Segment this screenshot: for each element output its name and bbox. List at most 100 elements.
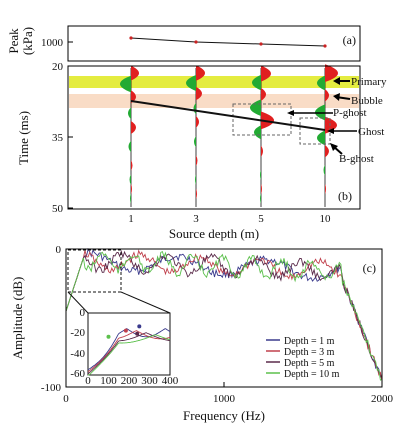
primary-annotation: Primary bbox=[351, 76, 387, 88]
trace-negative-lobe bbox=[128, 140, 131, 153]
p-ghost-annotation: P-ghost bbox=[333, 107, 367, 119]
trace-positive-lobe bbox=[196, 188, 197, 200]
ghost-arrowhead bbox=[327, 128, 334, 134]
trace-negative-lobe bbox=[194, 136, 196, 148]
bubble-annotation: Bubble bbox=[351, 95, 383, 107]
spectra-lines bbox=[65, 247, 383, 381]
trace-positive-lobe bbox=[131, 90, 136, 104]
panel-a: 1000 Peak (kPa) (a) bbox=[6, 25, 361, 62]
panel-b-ytick-20: 20 bbox=[52, 61, 64, 73]
trace-negative-lobe bbox=[120, 75, 131, 93]
peak-point bbox=[259, 42, 263, 46]
panel-c-xtick-1000: 1000 bbox=[213, 393, 236, 405]
trace-positive-lobe bbox=[325, 64, 338, 82]
trace-negative-lobe bbox=[186, 75, 196, 91]
bubble-arrowhead bbox=[333, 93, 340, 101]
trace-negative-lobe bbox=[260, 193, 261, 204]
legend-label: Depth = 1 m bbox=[284, 336, 335, 347]
trace-positive-lobe bbox=[325, 145, 329, 158]
trace-positive-lobe bbox=[261, 183, 262, 195]
inset-ytick-0: 0 bbox=[80, 307, 86, 319]
inset-notch-marker bbox=[106, 334, 111, 339]
panel-c-xtick-0: 0 bbox=[63, 393, 69, 405]
legend-label: Depth = 3 m bbox=[284, 347, 335, 358]
p-ghost-box bbox=[232, 103, 292, 136]
inset-xtick-200: 200 bbox=[121, 375, 138, 387]
panel-b-tag: (b) bbox=[338, 189, 352, 203]
panel-b-ytick-50: 50 bbox=[52, 203, 64, 215]
panel-c-yticks: 0 -100 bbox=[41, 244, 71, 394]
trace-negative-lobe bbox=[317, 130, 325, 146]
panel-b-annotations: Primary Bubble P-ghost Ghost B-ghost bbox=[287, 76, 387, 165]
trace-positive-lobe bbox=[196, 86, 202, 101]
panel-b-xtick-10: 10 bbox=[320, 213, 332, 225]
trace-positive-lobe bbox=[325, 183, 326, 195]
panel-a-ytick: 1000 bbox=[41, 37, 73, 49]
trace-positive-lobe bbox=[131, 160, 133, 171]
panel-c-ytick-minus100: -100 bbox=[41, 382, 62, 394]
inset-lines bbox=[87, 324, 171, 376]
inset-xtick-0: 0 bbox=[85, 375, 91, 387]
panel-b-xtick-5: 5 bbox=[258, 213, 264, 225]
panel-b-ylabel: Time (ms) bbox=[16, 111, 31, 165]
trace-negative-lobe bbox=[128, 107, 131, 120]
b-ghost-annotation: B-ghost bbox=[339, 153, 374, 165]
inset: 0 -20 -40 -60 0 100 200 300 400 bbox=[70, 307, 178, 387]
zoom-connector-right bbox=[120, 291, 171, 314]
trace-positive-lobe bbox=[196, 65, 205, 81]
b-ghost-arrowhead bbox=[330, 143, 338, 151]
inset-ytick-20: -20 bbox=[70, 327, 85, 339]
trace-positive-lobe bbox=[325, 89, 329, 102]
panel-a-ylabel-line2: (kPa) bbox=[20, 27, 35, 55]
trace-positive-lobe bbox=[131, 65, 139, 81]
inset-line bbox=[88, 334, 171, 376]
panel-b: 20 35 50 Time (ms) 1 3 5 10 Source depth… bbox=[16, 61, 387, 241]
p-ghost-arrowhead bbox=[287, 110, 294, 116]
inset-line bbox=[87, 332, 171, 375]
panel-c-ytick-0: 0 bbox=[56, 244, 62, 256]
inset-notch-marker bbox=[135, 331, 140, 336]
panel-c-tag: (c) bbox=[363, 261, 376, 275]
zoom-connector-left bbox=[67, 291, 89, 314]
legend-label: Depth = 10 m bbox=[284, 369, 340, 380]
ghost-annotation: Ghost bbox=[358, 126, 384, 138]
inset-xtick-400: 400 bbox=[162, 375, 179, 387]
panel-a-ylabel-line1: Peak bbox=[6, 28, 21, 54]
panel-c-ylabel: Amplitude (dB) bbox=[10, 277, 25, 360]
inset-ytick-40: -40 bbox=[70, 348, 85, 360]
panel-c-xtick-2000: 2000 bbox=[371, 393, 394, 405]
trace-negative-lobe bbox=[252, 74, 261, 91]
bubble-band bbox=[69, 94, 359, 108]
spectrum-line bbox=[65, 250, 383, 381]
inset-ytick-60: -60 bbox=[70, 368, 85, 380]
legend-label: Depth = 5 m bbox=[284, 358, 335, 369]
spectrum-line bbox=[65, 249, 383, 381]
panel-b-yticks: 20 35 50 bbox=[52, 61, 73, 215]
trace-negative-lobe bbox=[260, 169, 261, 181]
seismic-traces bbox=[120, 64, 338, 207]
panel-b-xtick-3: 3 bbox=[193, 213, 199, 225]
panel-a-frame bbox=[67, 25, 361, 62]
trace-negative-lobe bbox=[195, 174, 196, 185]
inset-xticks: 0 100 200 300 400 bbox=[85, 375, 179, 387]
trace-negative-lobe bbox=[323, 164, 325, 176]
inset-xtick-300: 300 bbox=[141, 375, 158, 387]
trace-negative-lobe bbox=[254, 125, 261, 140]
panel-b-ytick-35: 35 bbox=[52, 132, 64, 144]
trace-positive-lobe bbox=[261, 145, 263, 157]
peak-point bbox=[323, 44, 327, 48]
trace-positive-lobe bbox=[196, 116, 199, 128]
peak-series-points bbox=[129, 36, 327, 48]
trace-negative-lobe bbox=[317, 75, 325, 91]
zoom-box bbox=[67, 249, 122, 293]
inset-frame bbox=[87, 312, 171, 376]
panel-b-xticks: 1 3 5 10 bbox=[128, 213, 331, 225]
inset-xtick-100: 100 bbox=[100, 375, 117, 387]
trace-negative-lobe bbox=[129, 174, 131, 185]
inset-yticks: 0 -20 -40 -60 bbox=[70, 307, 85, 380]
panel-b-xtick-1: 1 bbox=[128, 213, 134, 225]
panel-c-xlabel: Frequency (Hz) bbox=[183, 408, 265, 423]
panel-a-tag: (a) bbox=[343, 33, 356, 47]
